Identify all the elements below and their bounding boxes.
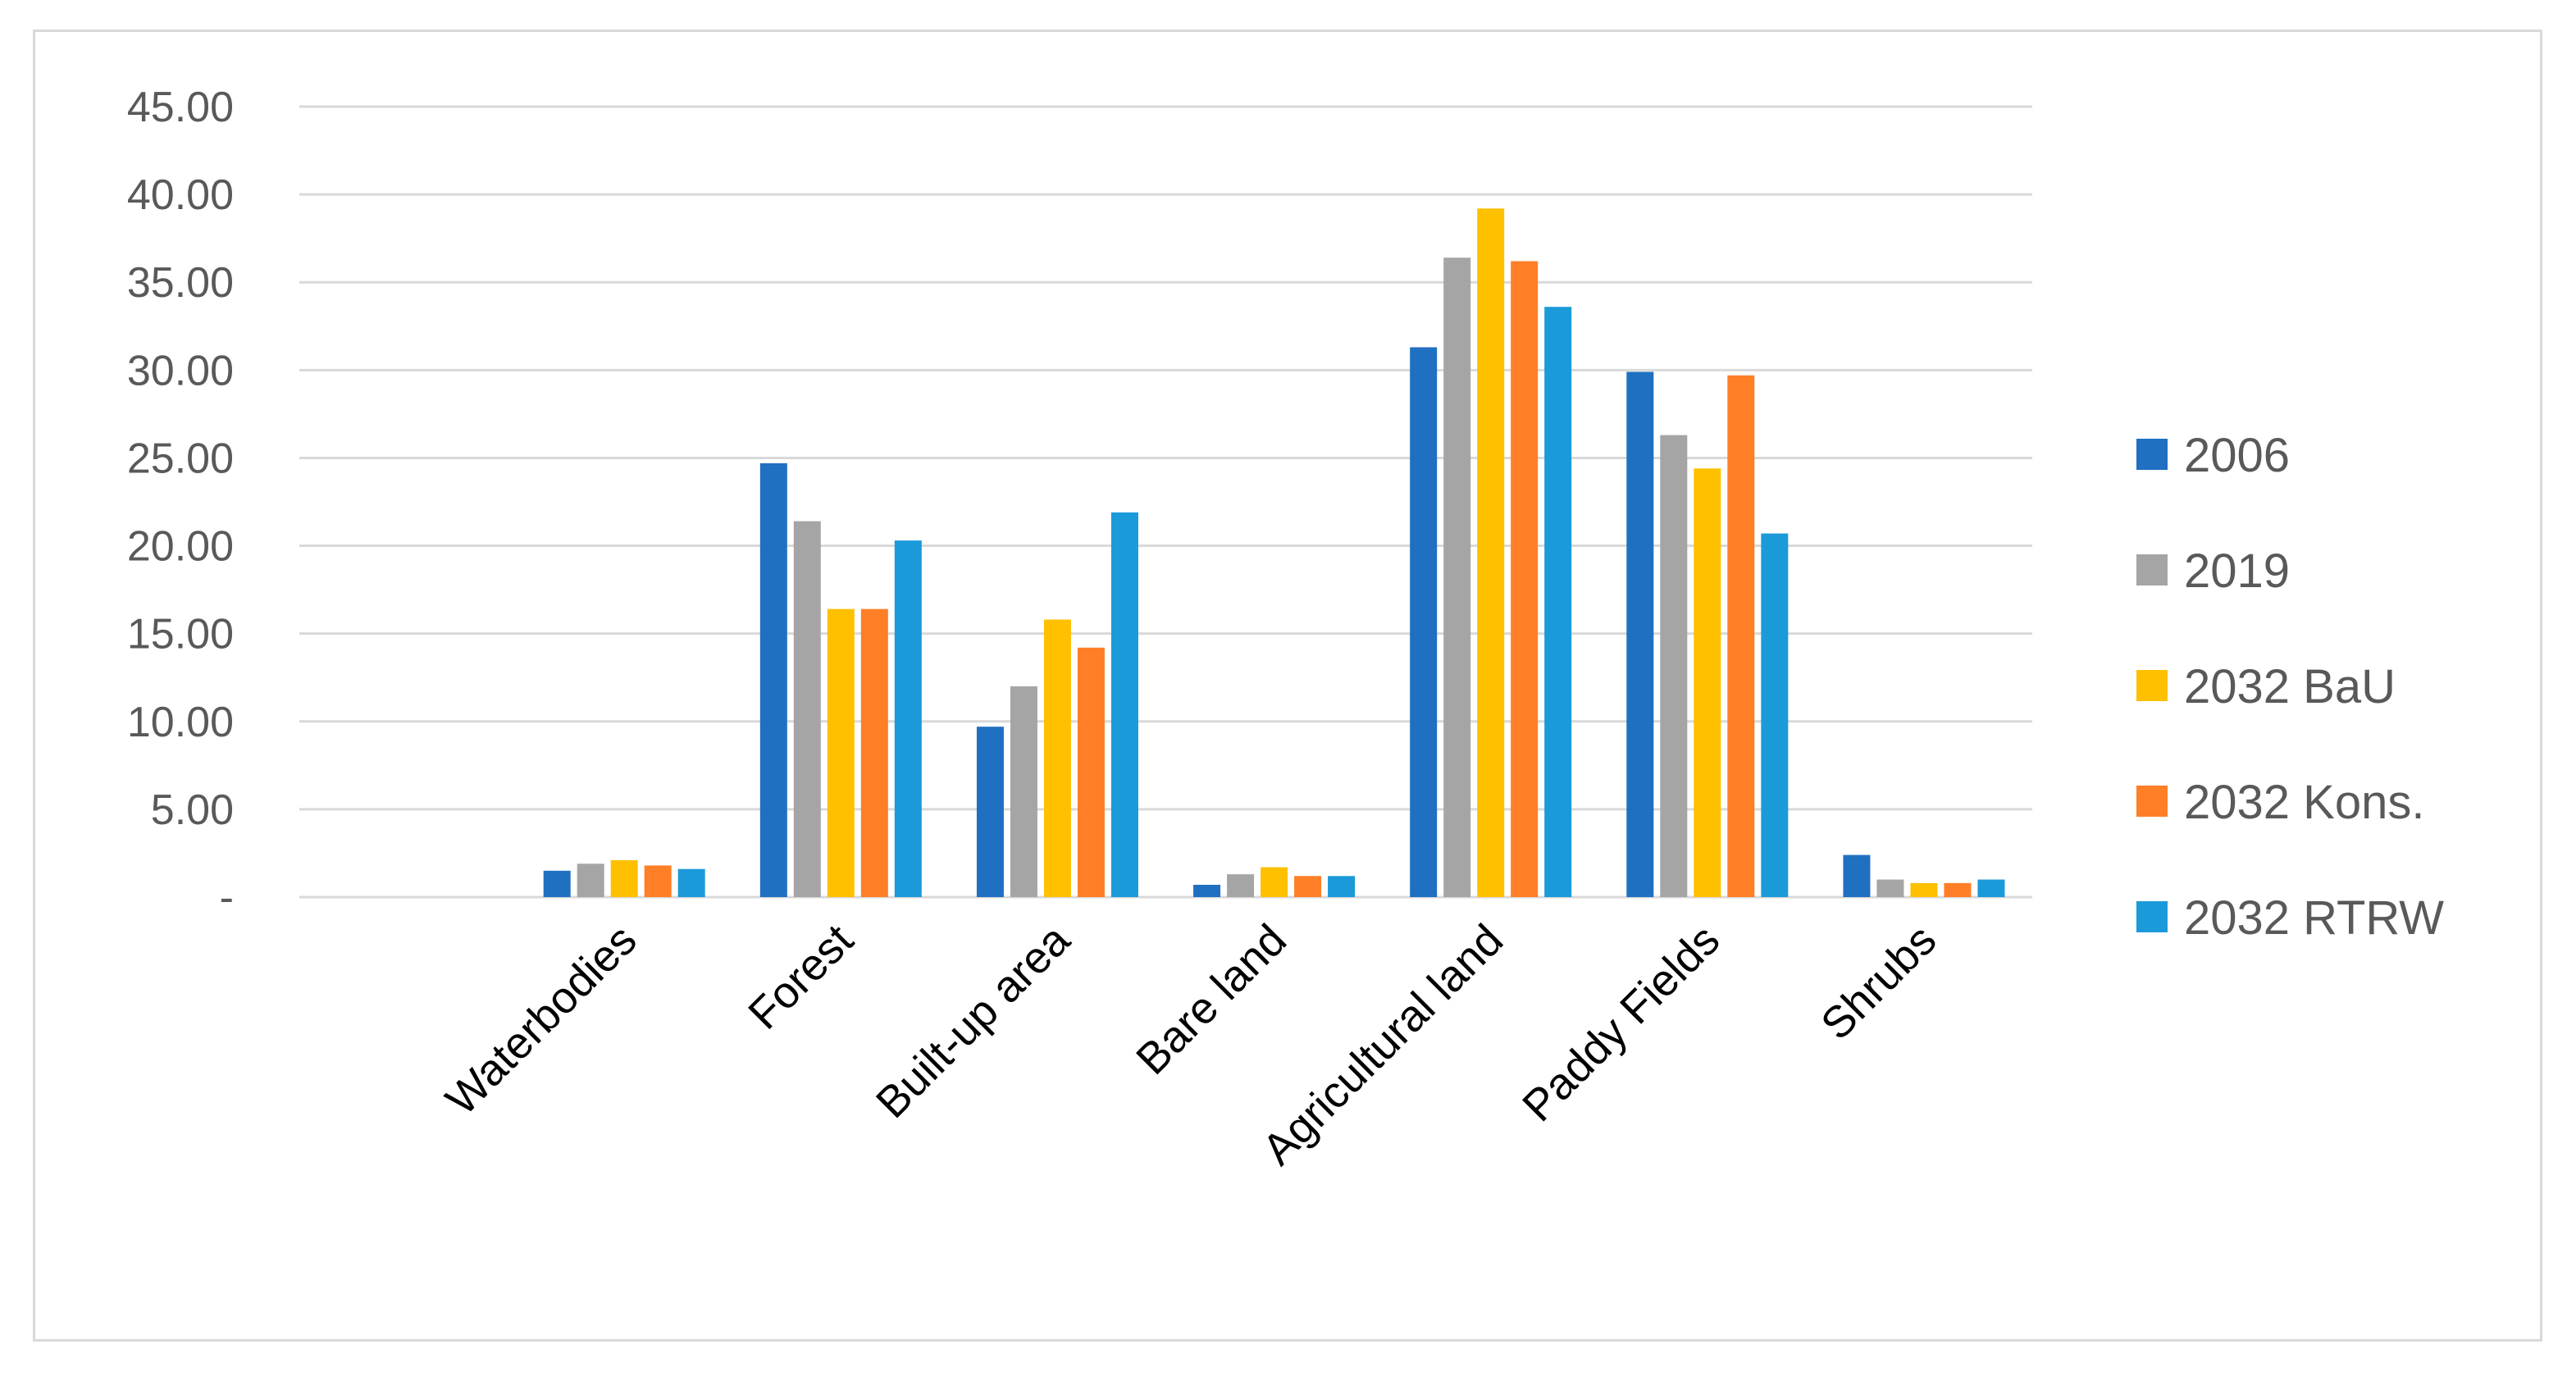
bar-0-1 bbox=[543, 870, 571, 897]
bar-4-3 bbox=[1110, 512, 1138, 897]
bar-4-7 bbox=[1977, 879, 2005, 897]
bar-0-2 bbox=[759, 462, 787, 897]
x-category-label: Waterbodies bbox=[436, 915, 645, 1124]
bar-2-4 bbox=[1261, 867, 1288, 897]
bar-4-5 bbox=[1544, 307, 1572, 897]
legend-swatch bbox=[2136, 786, 2168, 817]
bar-3-3 bbox=[1077, 647, 1105, 897]
x-axis-categories: Waterbodies Forest Built-up area Bare landA… bbox=[436, 914, 1945, 1174]
legend-label: 2032 Kons. bbox=[2184, 776, 2424, 829]
bar-1-5 bbox=[1443, 257, 1471, 898]
bar-1-3 bbox=[1010, 686, 1037, 897]
bar-4-2 bbox=[894, 540, 922, 897]
bar-1-1 bbox=[577, 863, 604, 897]
bar-0-6 bbox=[1626, 371, 1654, 897]
bar-4-6 bbox=[1761, 533, 1789, 897]
y-tick-label: 5.00 bbox=[151, 786, 234, 834]
bar-2-7 bbox=[1910, 882, 1938, 897]
bar-2-2 bbox=[827, 608, 855, 897]
bar-1-7 bbox=[1876, 879, 1904, 897]
bar-3-6 bbox=[1727, 375, 1755, 897]
legend-label: 2019 bbox=[2184, 544, 2290, 598]
bar-3-7 bbox=[1944, 882, 1972, 897]
y-tick-label: 10.00 bbox=[127, 699, 234, 746]
y-tick-label: 15.00 bbox=[127, 611, 234, 658]
bar-0-5 bbox=[1410, 347, 1438, 897]
y-tick-label: - bbox=[220, 874, 234, 922]
y-tick-label: 35.00 bbox=[127, 259, 234, 307]
legend: 2006 2019 2032 BaU 2032 Kons. 2032 RTRW bbox=[2136, 429, 2444, 945]
bar-1-2 bbox=[793, 521, 821, 897]
x-category-label: Shrubs bbox=[1812, 915, 1945, 1049]
chart-frame bbox=[33, 30, 2542, 1342]
bar-4-4 bbox=[1328, 876, 1356, 897]
bar-2-6 bbox=[1694, 468, 1721, 897]
bar-3-5 bbox=[1511, 261, 1539, 897]
x-category-label: Agricultural land bbox=[1253, 915, 1512, 1174]
x-category-label: Paddy Fields bbox=[1513, 915, 1729, 1131]
bar-1-6 bbox=[1660, 435, 1688, 897]
y-tick-label: 45.00 bbox=[127, 84, 234, 131]
legend-label: 2006 bbox=[2184, 429, 2290, 482]
bar-0-4 bbox=[1193, 885, 1221, 897]
x-category-label: Built-up area bbox=[867, 914, 1080, 1128]
bar-3-1 bbox=[644, 865, 672, 897]
bar-3-4 bbox=[1294, 876, 1322, 897]
bar-2-3 bbox=[1043, 619, 1071, 897]
legend-swatch bbox=[2136, 670, 2168, 701]
y-tick-label: 30.00 bbox=[127, 347, 234, 394]
legend-swatch bbox=[2136, 439, 2168, 470]
bar-2-1 bbox=[610, 860, 638, 897]
y-tick-label: 20.00 bbox=[127, 523, 234, 571]
bar-4-1 bbox=[677, 868, 705, 897]
legend-label: 2032 RTRW bbox=[2184, 891, 2444, 945]
y-tick-label: 25.00 bbox=[127, 435, 234, 482]
x-category-label: Bare land bbox=[1127, 915, 1296, 1084]
x-category-label: Forest bbox=[739, 915, 863, 1039]
legend-swatch bbox=[2136, 554, 2168, 585]
y-tick-label: 40.00 bbox=[127, 171, 234, 219]
bar-2-5 bbox=[1477, 208, 1505, 897]
legend-swatch bbox=[2136, 901, 2168, 932]
bar-0-3 bbox=[976, 727, 1004, 897]
bars bbox=[543, 208, 2005, 898]
y-axis-ticks: - 5.00 10.00 15.00 20.00 25.00 30.00 35.00 40.00… bbox=[127, 84, 234, 922]
bar-3-2 bbox=[860, 608, 888, 897]
legend-label: 2032 BaU bbox=[2184, 660, 2396, 713]
bar-0-7 bbox=[1843, 854, 1871, 897]
bar-1-4 bbox=[1227, 874, 1255, 897]
